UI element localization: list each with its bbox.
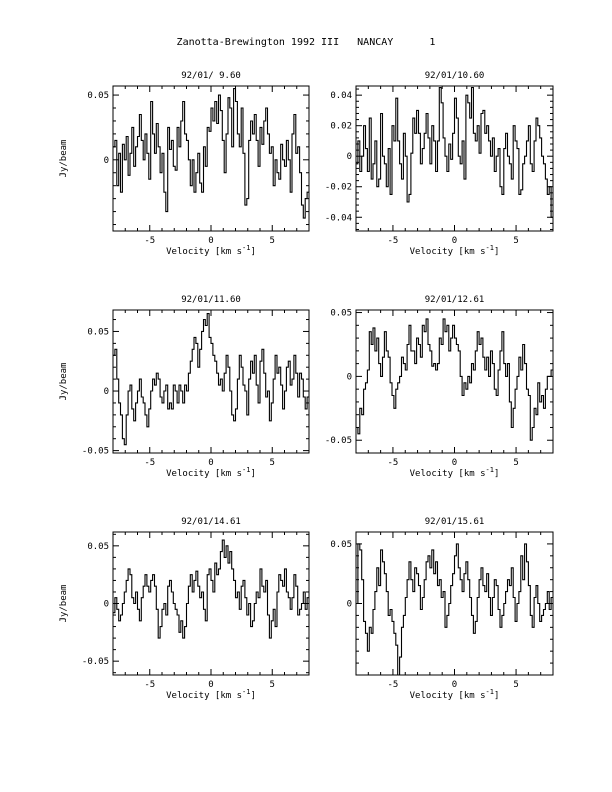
x-tick-label: -5 xyxy=(388,458,399,468)
y-axis-label: Jy/beam xyxy=(59,585,69,623)
x-tick-label: -5 xyxy=(388,236,399,246)
y-tick-label: 0.05 xyxy=(330,309,352,319)
spectrum-panel-2 xyxy=(355,85,554,232)
x-tick-label: 0 xyxy=(208,236,213,246)
x-tick-label: 5 xyxy=(270,680,275,690)
x-tick-label: 5 xyxy=(513,236,518,246)
y-tick-label: 0 xyxy=(347,372,352,382)
y-tick-label: 0.05 xyxy=(87,327,109,337)
panel-title: 92/01/14.61 xyxy=(181,517,241,527)
spectrum-panel-6 xyxy=(355,531,554,676)
y-tick-label: 0.05 xyxy=(330,540,352,550)
x-tick-label: 5 xyxy=(513,680,518,690)
x-tick-label: 5 xyxy=(513,458,518,468)
y-tick-label: 0 xyxy=(347,600,352,610)
x-tick-label: 0 xyxy=(208,680,213,690)
spectrum-line xyxy=(113,313,309,446)
x-tick-label: 0 xyxy=(208,458,213,468)
plot-frame xyxy=(355,531,554,676)
spectrum-line xyxy=(356,543,553,676)
y-axis-label: Jy/beam xyxy=(59,140,69,178)
y-tick-label: -0.02 xyxy=(325,183,352,193)
page-title: Zanotta-Brewington 1992 III NANCAY 1 xyxy=(176,37,436,48)
y-tick-label: 0.04 xyxy=(330,91,352,101)
spectrum-panel-3 xyxy=(112,309,310,454)
x-axis-label: Velocity [km s-1] xyxy=(166,244,256,257)
y-tick-label: 0 xyxy=(347,152,352,162)
y-tick-label: -0.04 xyxy=(325,213,352,223)
y-tick-label: 0 xyxy=(104,156,109,166)
x-axis-label: Velocity [km s-1] xyxy=(166,466,256,479)
x-axis-label: Velocity [km s-1] xyxy=(410,688,500,701)
spectrum-line xyxy=(356,86,553,218)
x-tick-label: -5 xyxy=(388,680,399,690)
plot-frame xyxy=(112,309,310,454)
y-tick-label: 0.05 xyxy=(87,91,109,101)
y-tick-label: -0.05 xyxy=(82,657,109,667)
y-tick-label: 0 xyxy=(104,387,109,397)
y-tick-label: -0.05 xyxy=(82,447,109,457)
x-tick-label: -5 xyxy=(144,236,155,246)
x-axis-label: Velocity [km s-1] xyxy=(410,244,500,257)
spectrum-line xyxy=(356,318,553,441)
x-tick-label: -5 xyxy=(144,680,155,690)
x-axis-label: Velocity [km s-1] xyxy=(166,688,256,701)
spectrum-line xyxy=(113,539,309,639)
spectrum-panel-4 xyxy=(355,309,554,454)
x-tick-label: 0 xyxy=(452,236,457,246)
spectrum-panel-1 xyxy=(112,85,310,232)
panel-title: 92/01/ 9.60 xyxy=(181,71,241,81)
y-axis-label: Jy/beam xyxy=(59,363,69,401)
panel-title: 92/01/10.60 xyxy=(425,71,485,81)
spectrum-line xyxy=(113,88,309,219)
x-axis-label: Velocity [km s-1] xyxy=(410,466,500,479)
x-tick-label: 5 xyxy=(270,458,275,468)
x-tick-label: 5 xyxy=(270,236,275,246)
x-tick-label: -5 xyxy=(144,458,155,468)
plot-frame xyxy=(112,531,310,676)
x-tick-label: 0 xyxy=(452,680,457,690)
panel-title: 92/01/11.60 xyxy=(181,295,241,305)
x-tick-label: 0 xyxy=(452,458,457,468)
y-tick-label: -0.05 xyxy=(325,436,352,446)
y-tick-label: 0.02 xyxy=(330,122,352,132)
panel-title: 92/01/12.61 xyxy=(425,295,485,305)
spectrum-panel-5 xyxy=(112,531,310,676)
y-tick-label: 0 xyxy=(104,600,109,610)
panel-title: 92/01/15.61 xyxy=(425,517,485,527)
y-tick-label: 0.05 xyxy=(87,542,109,552)
